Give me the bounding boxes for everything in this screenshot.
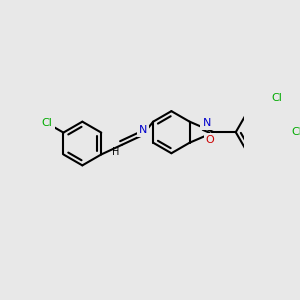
Text: N: N bbox=[139, 124, 147, 135]
Text: H: H bbox=[112, 147, 119, 157]
Text: Cl: Cl bbox=[271, 93, 282, 103]
Text: Cl: Cl bbox=[42, 118, 53, 128]
Text: Cl: Cl bbox=[291, 127, 300, 137]
Text: O: O bbox=[206, 135, 214, 145]
Text: N: N bbox=[202, 118, 211, 128]
